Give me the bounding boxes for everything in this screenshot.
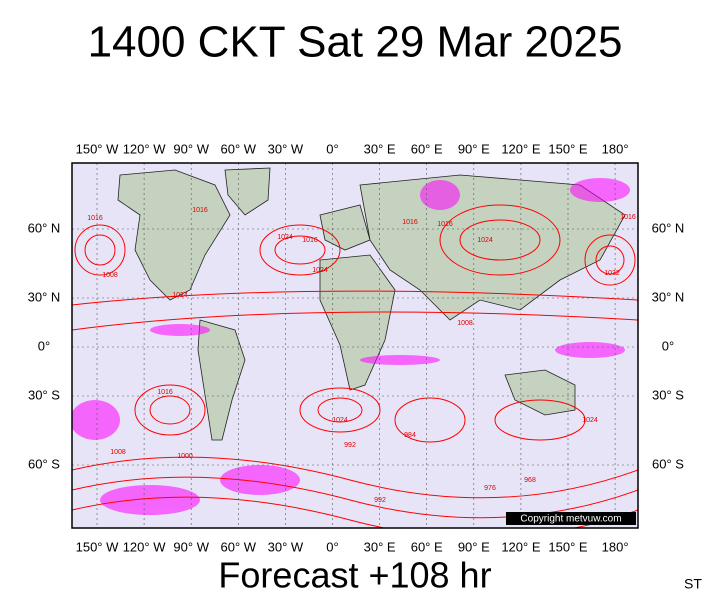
lon-label-bottom: 120° W [123,539,167,554]
lat-label-left: 0° [38,338,50,353]
lon-label-top: 180° [602,141,629,156]
lon-label-top: 60° E [411,141,443,156]
contour-label: 1008 [457,320,473,327]
lon-label-top: 90° W [173,141,209,156]
map-frame [71,162,639,529]
lon-label-bottom: 0° [326,539,338,554]
lon-label-top: 150° E [548,141,588,156]
lon-label-top: 0° [326,141,338,156]
contour-label: 1008 [110,449,126,456]
contour-label: 1024 [582,417,598,424]
map-body: 1016 1008 1016 1024 1016 1024 1016 1008 1016 1024… [72,163,638,528]
lat-label-left: 30° S [28,387,60,402]
contour-label: 992 [344,442,356,449]
contour-label: 1016 [87,215,103,222]
lon-label-bottom: 30° W [268,539,304,554]
contour-label: 1016 [437,221,453,228]
lat-label-right: 30° S [652,387,684,402]
forecast: Forecast +108 hr [218,555,491,596]
isobars [72,204,638,528]
lat-label-right: 30° N [652,289,685,304]
contour-label: 1000 [177,453,193,460]
graticule [72,163,638,528]
contour-label: 992 [374,497,386,504]
lon-label-bottom: 90° E [458,539,490,554]
code: ST [684,576,702,592]
contour-label: 1024 [477,237,493,244]
lat-label-left: 60° N [28,220,61,235]
lat-label-right: 60° N [652,220,685,235]
lon-label-top: 120° W [123,141,167,156]
lon-label-top: 30° W [268,141,304,156]
lon-label-top: 60° W [221,141,257,156]
contour-label: 1008 [102,272,118,279]
lon-label-top: 150° W [76,141,120,156]
lon-label-top: 30° E [364,141,396,156]
contour-label: 984 [404,432,416,439]
contour-label: 1024 [277,234,293,241]
contour-label: 1024 [172,292,188,299]
lon-label-bottom: 30° E [364,539,396,554]
lon-label-bottom: 60° E [411,539,443,554]
contour-label: 1016 [402,219,418,226]
lat-label-left: 30° N [28,289,61,304]
contour-label: 1032 [604,270,620,277]
contour-label: 968 [524,477,536,484]
contour-label: 1024 [332,417,348,424]
lat-label-right: 0° [662,338,674,353]
contour-label: 1024 [312,267,328,274]
contour-label: 1016 [157,389,173,396]
contour-label: 1016 [620,214,636,221]
lon-label-bottom: 60° W [221,539,257,554]
copyright-box [506,512,636,525]
contour-label: 1016 [302,237,318,244]
lon-label-bottom: 150° E [548,539,588,554]
lat-label-right: 60° S [652,456,684,471]
contour-label: 1016 [192,207,208,214]
copyright: Copyright metvuw.com [520,514,621,525]
contour-labels: 1016 1008 1016 1024 1016 1024 1016 1008 1016 1024… [87,207,636,504]
lon-label-top: 90° E [458,141,490,156]
lon-label-bottom: 120° E [501,539,541,554]
lon-label-bottom: 180° [602,539,629,554]
contour-label: 976 [484,485,496,492]
lon-label-bottom: 150° W [76,539,120,554]
land [117,167,626,441]
lat-label-left: 60° S [28,456,60,471]
title: 1400 CKT Sat 29 Mar 2025 [88,18,623,67]
lon-label-top: 120° E [501,141,541,156]
lon-label-bottom: 90° W [173,539,209,554]
